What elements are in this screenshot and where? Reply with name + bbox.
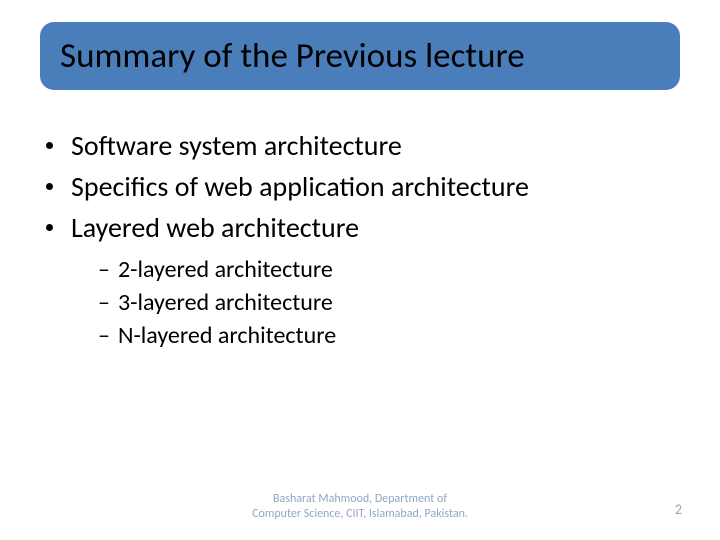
sub-bullet-text: N-layered architecture: [118, 321, 336, 350]
sub-bullet-text: 2-layered architecture: [118, 255, 333, 284]
content-area: Software system architecture Specifics o…: [40, 128, 680, 354]
bullet-text: Specifics of web application architectur…: [71, 169, 529, 204]
bullet-text: Layered web architecture: [71, 210, 359, 245]
bullet-sub: – 2-layered architecture: [98, 255, 680, 284]
bullet-sub: – 3-layered architecture: [98, 288, 680, 317]
dash-icon: –: [98, 255, 110, 284]
page-number: 2: [675, 501, 682, 518]
bullet-sub: – N-layered architecture: [98, 321, 680, 350]
bullet-dot-icon: [46, 142, 53, 149]
footer-line2: Computer Science, CIIT, Islamabad, Pakis…: [0, 507, 720, 522]
dash-icon: –: [98, 321, 110, 350]
bullet-main: Layered web architecture: [40, 210, 680, 245]
sub-bullet-text: 3-layered architecture: [118, 288, 333, 317]
dash-icon: –: [98, 288, 110, 317]
bullet-text: Software system architecture: [71, 128, 402, 163]
bullet-dot-icon: [46, 183, 53, 190]
footer-line1: Basharat Mahmood, Department of: [0, 492, 720, 507]
sub-list: – 2-layered architecture – 3-layered arc…: [98, 255, 680, 350]
bullet-main: Specifics of web application architectur…: [40, 169, 680, 204]
title-box: Summary of the Previous lecture: [40, 22, 680, 90]
slide-title: Summary of the Previous lecture: [60, 35, 525, 77]
bullet-dot-icon: [46, 224, 53, 231]
footer: Basharat Mahmood, Department of Computer…: [0, 492, 720, 522]
bullet-main: Software system architecture: [40, 128, 680, 163]
